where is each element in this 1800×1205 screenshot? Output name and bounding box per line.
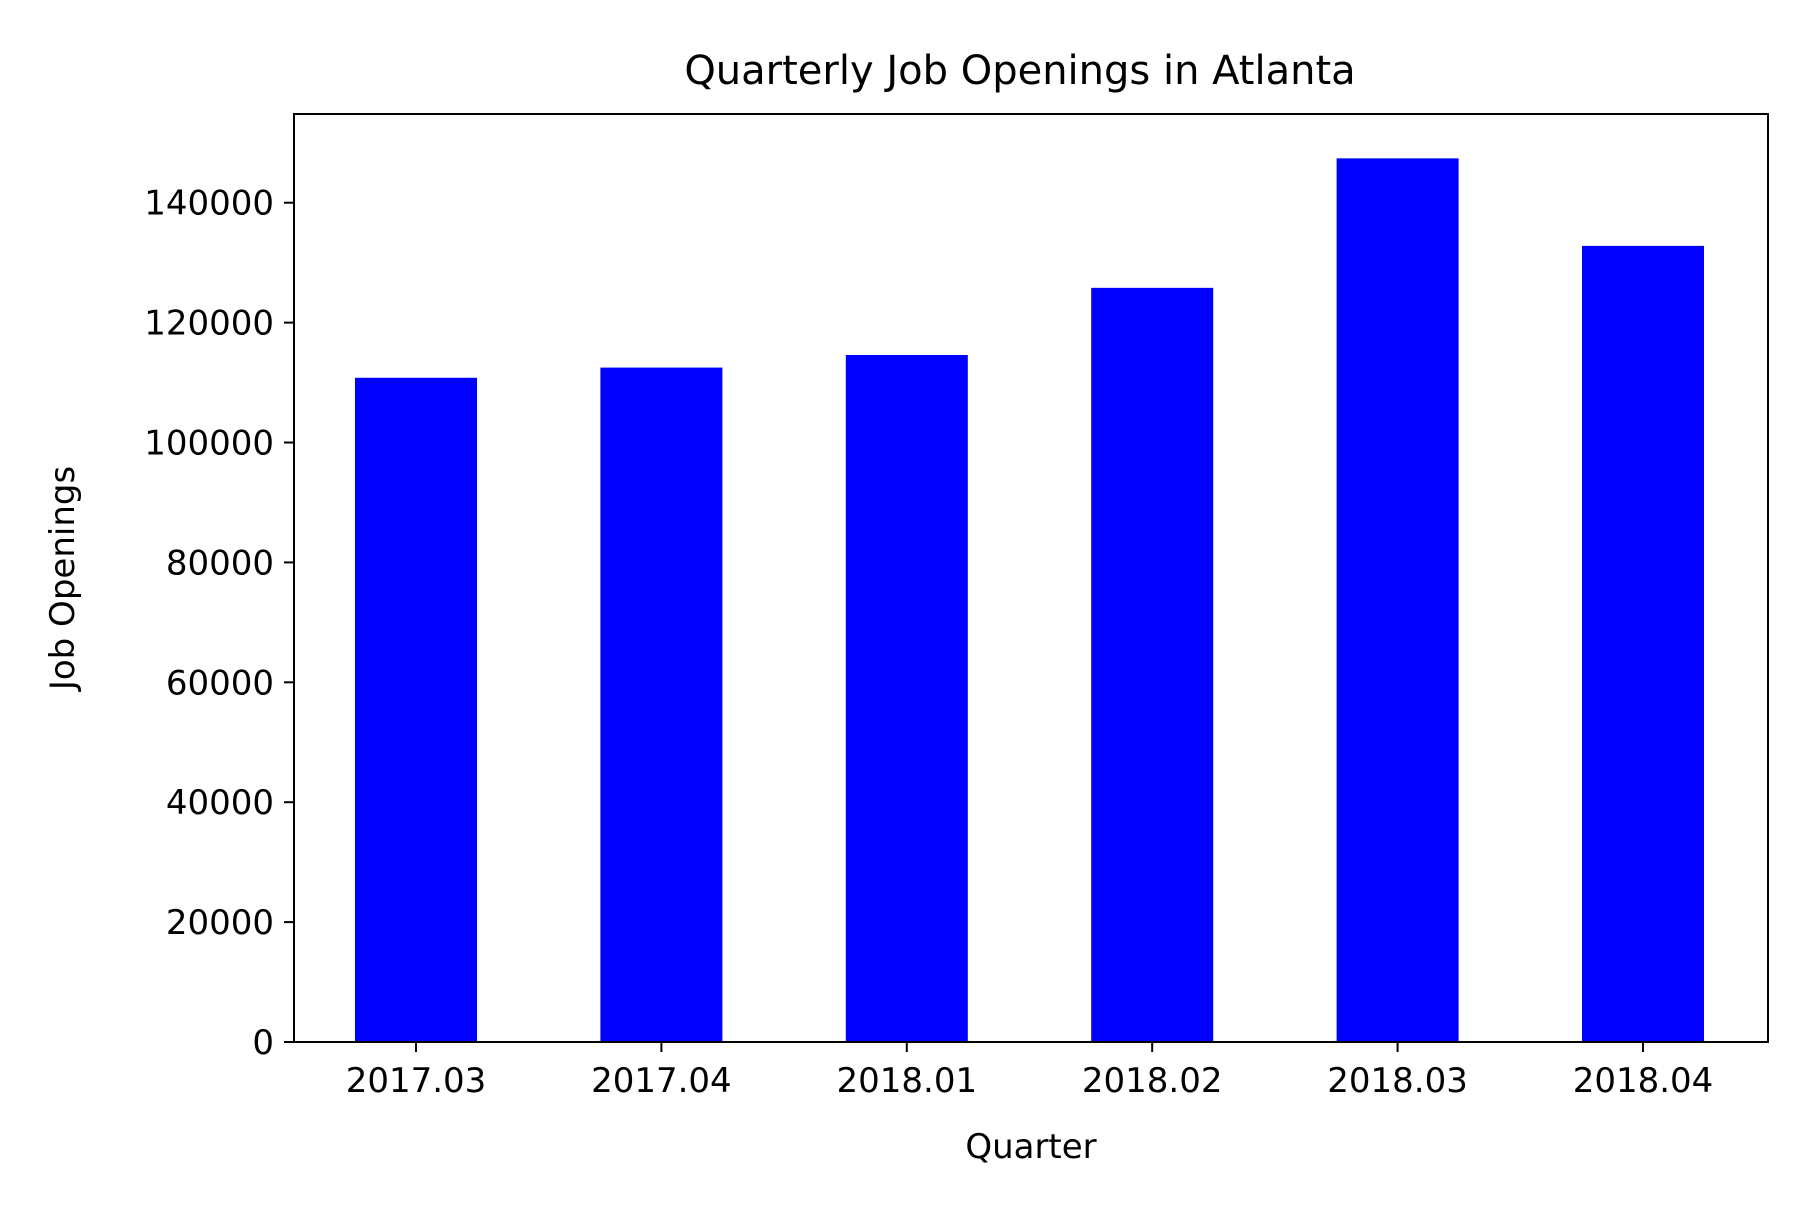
y-tick-label: 0 bbox=[252, 1023, 274, 1063]
x-tick-label: 2018.02 bbox=[1082, 1061, 1223, 1101]
bar-2017.04 bbox=[600, 367, 723, 1042]
y-tick-label: 60000 bbox=[166, 663, 274, 703]
bar-2018.03 bbox=[1336, 158, 1459, 1042]
y-tick-label: 40000 bbox=[166, 783, 274, 823]
bar-2017.03 bbox=[355, 377, 477, 1043]
plot-area bbox=[355, 158, 1704, 1043]
bar-2018.01 bbox=[845, 354, 968, 1042]
x-tick-label: 2018.04 bbox=[1573, 1061, 1714, 1101]
y-tick-label: 20000 bbox=[166, 903, 274, 943]
x-axis: 2017.03 2017.04 2018.01 2018.02 2018.03 2018.… bbox=[346, 1042, 1714, 1101]
x-axis-label: Quarter bbox=[965, 1127, 1096, 1167]
chart-title: Quarterly Job Openings in Atlanta bbox=[684, 48, 1355, 94]
x-tick-label: 2018.03 bbox=[1327, 1061, 1468, 1101]
axes-frame bbox=[293, 113, 1769, 1043]
y-tick-label: 80000 bbox=[166, 543, 274, 583]
bar-2018.02 bbox=[1091, 287, 1214, 1043]
y-tick-label: 120000 bbox=[144, 304, 274, 344]
y-tick-label: 100000 bbox=[144, 424, 274, 464]
y-axis: 0 20000 40000 60000 80000 100000 120000 140000 bbox=[144, 184, 294, 1063]
x-tick-label: 2017.04 bbox=[591, 1061, 732, 1101]
x-tick-label: 2018.01 bbox=[836, 1061, 977, 1101]
y-tick-label: 140000 bbox=[144, 184, 274, 224]
bar-2018.04 bbox=[1582, 245, 1704, 1043]
y-axis-label: Job Openings bbox=[43, 466, 83, 692]
x-tick-label: 2017.03 bbox=[346, 1061, 487, 1101]
